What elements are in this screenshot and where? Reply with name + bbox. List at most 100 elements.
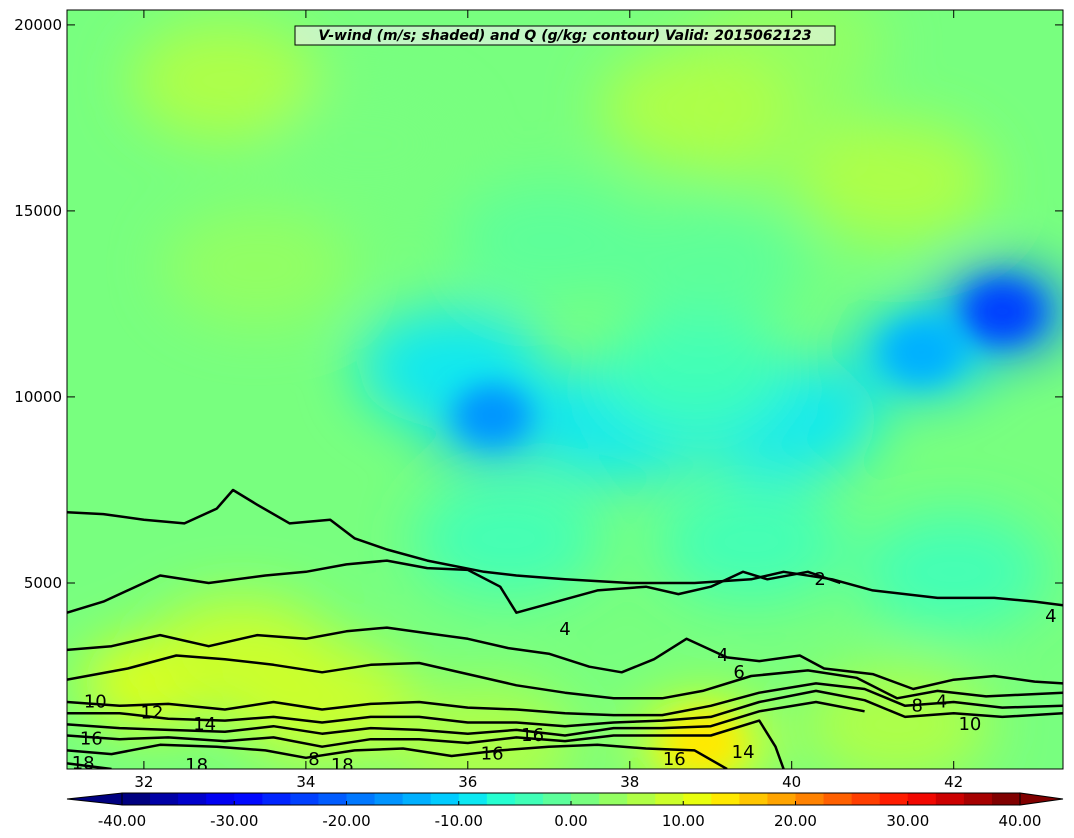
contour-label-11: 18 — [72, 753, 95, 774]
x-tick-label-0: 32 — [134, 773, 153, 791]
contour-label-10: 16 — [80, 729, 103, 750]
contour-line-6 — [67, 700, 865, 737]
contour-label-12: 18 — [185, 755, 208, 776]
colorbar — [66, 792, 1064, 806]
colorbar-extend-high — [1019, 792, 1064, 806]
colorbar-segment-29 — [935, 793, 965, 805]
x-tick-label-4: 40 — [782, 773, 801, 791]
y-tick-label-0: 5000 — [24, 574, 62, 592]
contour-label-16: 16 — [521, 725, 544, 746]
chart-title-box: V-wind (m/s; shaded) and Q (g/kg; contou… — [294, 25, 836, 46]
colorbar-tick-labels: -40.00 -30.00 -20.00 -10.00 0.00 10.00 20.00 30… — [98, 812, 1042, 830]
colorbar-segment-8 — [346, 793, 376, 805]
y-tick-label-2: 15000 — [14, 202, 62, 220]
colorbar-segment-19 — [655, 793, 684, 805]
colorbar-tick-label-4: 0.00 — [554, 812, 587, 830]
contour-label-5: 8 — [911, 695, 922, 716]
x-tick-label-5: 42 — [944, 773, 963, 791]
shaded-blob-13 — [599, 314, 790, 435]
shaded-blob-24 — [275, 83, 466, 204]
colorbar-tick-label-2: -20.00 — [322, 812, 370, 830]
contour-line-3 — [67, 654, 1063, 700]
colorbar-segment-20 — [683, 793, 712, 805]
colorbar-tick-label-1: -30.00 — [210, 812, 258, 830]
contour-label-2: 6 — [733, 662, 744, 683]
colorbar-segment-13 — [486, 793, 516, 805]
colorbar-segment-12 — [458, 793, 488, 805]
y-tick-label-3: 20000 — [14, 16, 62, 34]
contour-line-4 — [67, 682, 1063, 717]
contour-lines — [67, 488, 1063, 769]
colorbar-segment-3 — [206, 793, 235, 805]
contour-line-8 — [67, 743, 728, 769]
shaded-blob-6 — [615, 206, 806, 327]
colorbar-segment-24 — [795, 793, 825, 805]
colorbar-segment-18 — [627, 793, 656, 805]
contour-line-1 — [67, 559, 841, 614]
chart-title-background — [294, 25, 836, 46]
contour-line-7 — [67, 719, 785, 769]
contour-label-3: 4 — [559, 619, 570, 640]
colorbar-segment-16 — [571, 793, 600, 805]
shaded-core-1 — [883, 322, 960, 383]
contour-label-0: 2 — [814, 569, 825, 590]
contour-label-4: 4 — [936, 692, 947, 713]
colorbar-tick-label-7: 30.00 — [886, 812, 929, 830]
colorbar-segment-11 — [430, 793, 460, 805]
colorbar-segment-26 — [851, 793, 881, 805]
colorbar-tick-label-0: -40.00 — [98, 812, 146, 830]
colorbar-tick-label-8: 40.00 — [999, 812, 1042, 830]
contour-label-6: 4 — [1045, 606, 1056, 627]
contour-label-14: 8 — [308, 749, 319, 770]
colorbar-segment-28 — [907, 793, 937, 805]
colorbar-segment-25 — [823, 793, 853, 805]
x-tick-label-3: 38 — [620, 773, 639, 791]
shaded-blob-2 — [129, 20, 320, 141]
colorbar-segment-0 — [122, 793, 151, 805]
contour-label-8: 12 — [141, 703, 164, 724]
colorbar-segment-10 — [402, 793, 432, 805]
colorbar-segment-4 — [234, 793, 263, 805]
y-tick-labels: 5000 10000 15000 20000 — [14, 16, 62, 592]
shaded-core-2 — [454, 385, 531, 446]
colorbar-tick-label-6: 20.00 — [774, 812, 817, 830]
colorbar-segment-21 — [711, 793, 740, 805]
shaded-blob-15 — [656, 482, 847, 602]
colorbar-segment-6 — [290, 793, 320, 805]
colorbar-extend-low — [66, 792, 123, 806]
shaded-blob-5 — [453, 180, 644, 301]
colorbar-segment-14 — [514, 793, 544, 805]
colorbar-segment-9 — [374, 793, 404, 805]
shaded-blob-4 — [802, 121, 992, 242]
colorbar-segment-5 — [262, 793, 291, 805]
shaded-cores — [454, 281, 1041, 769]
axis-ticks — [67, 10, 1063, 769]
colorbar-segment-27 — [879, 793, 909, 805]
contour-line-5 — [67, 689, 1063, 728]
shaded-core-0 — [964, 281, 1041, 342]
contour-label-15: 16 — [481, 744, 504, 765]
contour-label-13: 18 — [331, 755, 354, 776]
contour-line-9 — [67, 762, 112, 769]
y-tick-label-1: 10000 — [14, 388, 62, 406]
colorbar-tick-label-3: -10.00 — [435, 812, 483, 830]
colorbar-segment-1 — [150, 793, 179, 805]
colorbar-segment-7 — [318, 793, 348, 805]
shaded-blob-23 — [162, 206, 353, 327]
contour-label-17: 16 — [663, 749, 686, 770]
colorbar-segment-30 — [963, 793, 993, 805]
colorbar-segment-23 — [767, 793, 797, 805]
colorbar-segment-15 — [542, 793, 572, 805]
plot-frame — [66, 9, 1064, 770]
contour-line-0 — [67, 488, 1063, 607]
contour-label-18: 14 — [732, 742, 755, 763]
colorbar-segment-17 — [599, 793, 628, 805]
contour-label-19: 10 — [958, 714, 981, 735]
contour-label-9: 14 — [193, 714, 216, 735]
x-tick-label-1: 34 — [296, 773, 315, 791]
colorbar-segment-31 — [991, 793, 1021, 805]
contour-line-2 — [67, 626, 1063, 691]
shaded-blob-19 — [227, 642, 418, 762]
